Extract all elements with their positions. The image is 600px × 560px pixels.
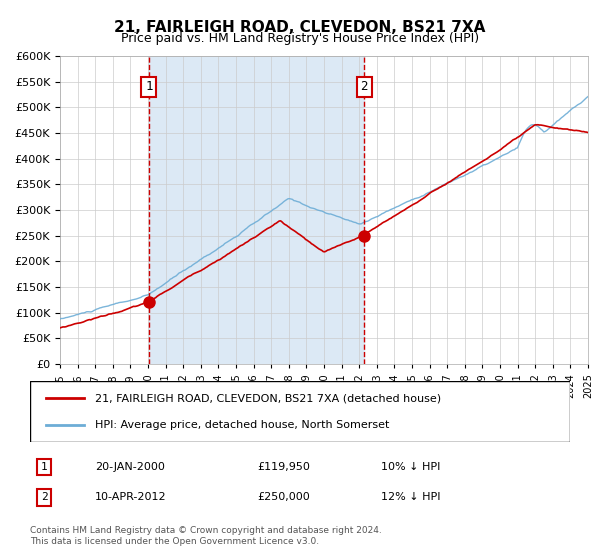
Text: £250,000: £250,000 bbox=[257, 492, 310, 502]
Bar bbox=[149, 56, 364, 364]
FancyBboxPatch shape bbox=[30, 381, 570, 442]
Text: 10% ↓ HPI: 10% ↓ HPI bbox=[381, 462, 440, 472]
Text: 2: 2 bbox=[361, 80, 368, 94]
Text: 21, FAIRLEIGH ROAD, CLEVEDON, BS21 7XA: 21, FAIRLEIGH ROAD, CLEVEDON, BS21 7XA bbox=[115, 20, 485, 35]
Text: 21, FAIRLEIGH ROAD, CLEVEDON, BS21 7XA (detached house): 21, FAIRLEIGH ROAD, CLEVEDON, BS21 7XA (… bbox=[95, 393, 441, 403]
Text: 1: 1 bbox=[41, 462, 47, 472]
Text: £119,950: £119,950 bbox=[257, 462, 310, 472]
Text: Price paid vs. HM Land Registry's House Price Index (HPI): Price paid vs. HM Land Registry's House … bbox=[121, 32, 479, 45]
Text: 12% ↓ HPI: 12% ↓ HPI bbox=[381, 492, 440, 502]
Text: Contains HM Land Registry data © Crown copyright and database right 2024.
This d: Contains HM Land Registry data © Crown c… bbox=[30, 526, 382, 546]
Text: 10-APR-2012: 10-APR-2012 bbox=[95, 492, 166, 502]
Text: 1: 1 bbox=[145, 80, 152, 94]
Text: 20-JAN-2000: 20-JAN-2000 bbox=[95, 462, 164, 472]
Text: 2: 2 bbox=[41, 492, 47, 502]
Text: HPI: Average price, detached house, North Somerset: HPI: Average price, detached house, Nort… bbox=[95, 420, 389, 430]
